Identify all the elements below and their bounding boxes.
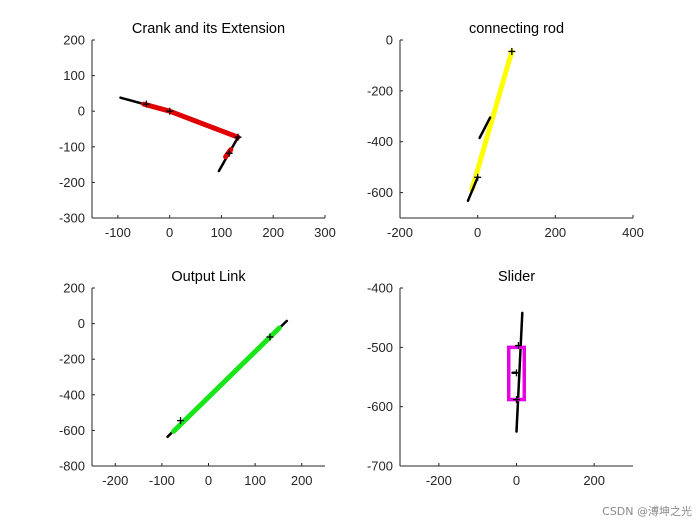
subplot-crank: Crank and its Extension -100 0 100 200 300 -30… [59, 21, 336, 240]
x-tick-label: -100 [105, 225, 131, 240]
series-rod-mid [478, 116, 492, 140]
y-tick-label: 200 [63, 281, 85, 296]
x-tick-label: 0 [205, 473, 212, 488]
x-tick-label: 100 [244, 473, 266, 488]
y-tick-label: -200 [59, 352, 85, 367]
x-tick-label: -200 [387, 225, 413, 240]
series-rod-bottom [466, 176, 479, 202]
x-tick-label: 0 [474, 225, 481, 240]
plus-marker [508, 47, 516, 55]
chart-title: Slider [498, 269, 535, 285]
subplot-output-link: Output Link -200 -100 0 100 200 -800 -600 -400 -2… [59, 269, 325, 488]
plus-marker [514, 342, 522, 350]
plus-marker [513, 396, 520, 404]
y-tick-label: 100 [63, 68, 85, 83]
y-tick-label: 0 [386, 33, 393, 48]
subplot-slider: Slider -200 0 200 -700 -600 -500 -400 [367, 269, 633, 488]
chart-title: Crank and its Extension [132, 21, 285, 37]
y-tick-label: 200 [63, 33, 85, 48]
y-tick-label: -600 [367, 185, 393, 200]
y-tick-label: -400 [59, 387, 85, 402]
y-tick-label: -500 [367, 340, 393, 355]
y-tick-label: -400 [367, 134, 393, 149]
y-tick-label: -300 [59, 211, 85, 226]
plus-marker [474, 173, 482, 181]
y-tick-label: -600 [59, 423, 85, 438]
x-tick-label: 200 [544, 225, 566, 240]
y-tick-label: -200 [367, 83, 393, 98]
x-tick-label: 200 [583, 473, 605, 488]
y-tick-label: -200 [59, 175, 85, 190]
x-tick-label: 200 [291, 473, 313, 488]
chart-title: Output Link [171, 269, 246, 285]
plus-marker [225, 149, 233, 157]
x-tick-label: -200 [102, 473, 128, 488]
x-tick-label: 400 [622, 225, 644, 240]
y-tick-label: -700 [367, 459, 393, 474]
plus-marker [234, 133, 242, 141]
series-output-link [171, 325, 282, 434]
plus-marker [513, 369, 520, 377]
plus-marker [142, 100, 150, 108]
plus-marker [166, 107, 174, 115]
x-tick-label: -100 [149, 473, 175, 488]
y-tick-label: -100 [59, 139, 85, 154]
x-tick-label: 200 [262, 225, 284, 240]
x-tick-label: -200 [426, 473, 452, 488]
y-tick-label: -800 [59, 459, 85, 474]
y-tick-label: -600 [367, 399, 393, 414]
x-tick-label: 0 [166, 225, 173, 240]
y-tick-label: 0 [78, 316, 85, 331]
watermark-text: CSDN @溥坤之光 [602, 504, 692, 518]
subplot-connecting-rod: connecting rod -200 0 200 400 -600 -400 -200 0 [367, 21, 644, 240]
x-tick-label: 300 [314, 225, 336, 240]
series-rod [469, 48, 515, 193]
plus-marker [177, 417, 185, 425]
plus-marker [266, 333, 274, 341]
chart-title: connecting rod [469, 21, 564, 37]
x-tick-label: 0 [513, 473, 520, 488]
series-crank [141, 101, 241, 140]
x-tick-label: 100 [211, 225, 233, 240]
y-tick-label: -400 [367, 281, 393, 296]
y-tick-label: 0 [78, 104, 85, 119]
